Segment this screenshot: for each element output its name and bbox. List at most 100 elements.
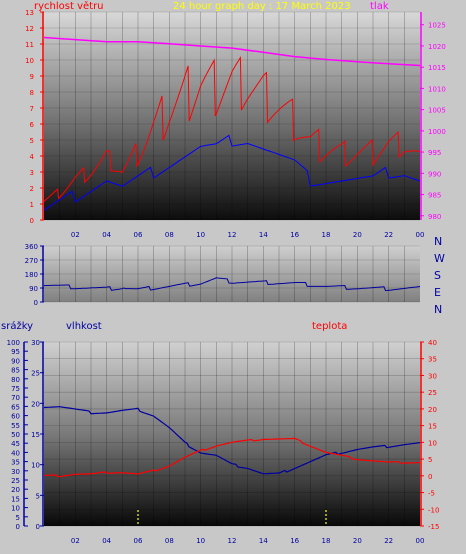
pressure-tick-label: 1005	[428, 107, 446, 115]
rain-tick-label: 60	[11, 413, 20, 421]
pressure-tick-label: 1000	[428, 128, 446, 136]
humidity-axis-title: vlhkost	[66, 321, 102, 332]
direction-label-north: N	[434, 235, 443, 248]
direction-label-west: W	[434, 252, 445, 265]
temperature-tick-label: 20	[428, 406, 437, 414]
rain-tick-label: 50	[11, 431, 20, 439]
humidity-tick-label: 10	[31, 462, 40, 470]
rain-tick-label: 25	[11, 477, 20, 485]
rain-tick-label: 15	[11, 495, 20, 503]
rain-axis-title: srážky	[1, 321, 34, 332]
temperature-line	[43, 437, 421, 478]
wind-tick-label: 0	[30, 217, 34, 225]
time-tick-label: 06	[134, 231, 143, 239]
pressure-axis-title: tlak	[370, 1, 389, 12]
direction-label-north-2: N	[434, 303, 443, 316]
direction-tick-label: 360	[25, 243, 38, 251]
humidity-tick-label: 5	[36, 492, 40, 500]
wind-tick-label: 2	[30, 185, 34, 193]
pressure-tick-label: 990	[428, 170, 441, 178]
pressure-tick-label: 995	[428, 149, 441, 157]
humidity-tick-label: 20	[31, 400, 40, 408]
rain-tick-label: 75	[11, 385, 20, 393]
rain-tick-label: 95	[11, 348, 20, 356]
time-tick-label-bottom: 16	[290, 537, 299, 545]
time-tick-label-bottom: 04	[102, 537, 111, 545]
time-tick-label: 20	[353, 231, 362, 239]
direction-tick-label: 180	[25, 271, 38, 279]
wind-axis-title: rychlost větru	[34, 1, 104, 12]
rain-tick-label: 30	[11, 468, 20, 476]
rain-tick-label: 0	[16, 523, 20, 531]
wind-tick-label: 12	[25, 25, 34, 33]
time-tick-label-bottom: 20	[353, 537, 362, 545]
wind-gust-line	[43, 55, 421, 202]
wind-average-line	[43, 134, 421, 211]
time-tick-label: 14	[259, 231, 268, 239]
temperature-tick-label: -10	[428, 506, 439, 514]
rain-tick-label: 70	[11, 394, 20, 402]
time-tick-label: 16	[290, 231, 299, 239]
humidity-temperature-plot-area	[44, 342, 420, 526]
wind-tick-label: 10	[25, 57, 34, 65]
direction-tick-label: 90	[29, 285, 38, 293]
wind-tick-label: 8	[30, 89, 34, 97]
humidity-tick-label: 0	[36, 523, 40, 531]
time-tick-label: 08	[165, 231, 174, 239]
time-tick-label-bottom: 00	[416, 537, 425, 545]
time-tick-label-bottom: 02	[71, 537, 80, 545]
wind-tick-label: 13	[25, 9, 34, 17]
time-tick-label-bottom: 08	[165, 537, 174, 545]
temperature-axis-title: teplota	[312, 321, 348, 332]
time-tick-label-bottom: 12	[228, 537, 237, 545]
rain-tick-label: 40	[11, 449, 20, 457]
pressure-tick-label: 1010	[428, 85, 446, 93]
time-tick-label-bottom: 22	[384, 537, 393, 545]
wind-tick-label: 9	[30, 73, 34, 81]
wind-tick-label: 5	[30, 137, 34, 145]
rain-tick-label: 10	[11, 505, 20, 513]
rain-tick-label: 65	[11, 403, 20, 411]
rain-tick-label: 80	[11, 376, 20, 384]
graph-title: 24 hour graph day : 17 March 2023	[173, 1, 351, 12]
wind-tick-label: 11	[25, 41, 34, 49]
temperature-tick-label: 10	[428, 439, 437, 447]
temperature-tick-label: 25	[428, 389, 437, 397]
pressure-line	[43, 36, 421, 67]
pressure-tick-label: 1020	[428, 43, 446, 51]
direction-label-south: S	[434, 269, 441, 282]
time-tick-label: 18	[322, 231, 331, 239]
direction-label-east: E	[434, 286, 441, 299]
time-tick-label-bottom: 10	[196, 537, 205, 545]
rain-tick-label: 45	[11, 440, 20, 448]
temperature-tick-label: 35	[428, 356, 437, 364]
rain-tick-label: 90	[11, 357, 20, 365]
temperature-tick-label: 40	[428, 339, 437, 347]
humidity-tick-label: 25	[31, 370, 40, 378]
time-tick-label-bottom: 14	[259, 537, 268, 545]
time-tick-label: 12	[228, 231, 237, 239]
pressure-tick-label: 985	[428, 192, 441, 200]
pressure-tick-label: 980	[428, 213, 441, 221]
rain-tick-label: 55	[11, 422, 20, 430]
direction-tick-label: 270	[25, 257, 38, 265]
temperature-tick-label: 0	[428, 473, 432, 481]
wind-tick-label: 1	[30, 201, 34, 209]
temperature-tick-label: 15	[428, 423, 437, 431]
direction-tick-label: 0	[34, 299, 38, 307]
temperature-tick-label: 30	[428, 372, 437, 380]
temperature-tick-label: 5	[428, 456, 432, 464]
time-tick-label-bottom: 18	[322, 537, 331, 545]
rain-tick-label: 35	[11, 459, 20, 467]
time-tick-label: 22	[384, 231, 393, 239]
pressure-tick-label: 1015	[428, 64, 446, 72]
temperature-tick-label: -15	[428, 523, 439, 531]
time-tick-label: 10	[196, 231, 205, 239]
wind-pressure-plot-area	[44, 12, 420, 220]
rain-tick-label: 85	[11, 367, 20, 375]
rain-tick-label: 20	[11, 486, 20, 494]
rain-tick-label: 100	[7, 339, 20, 347]
humidity-line	[43, 406, 421, 475]
